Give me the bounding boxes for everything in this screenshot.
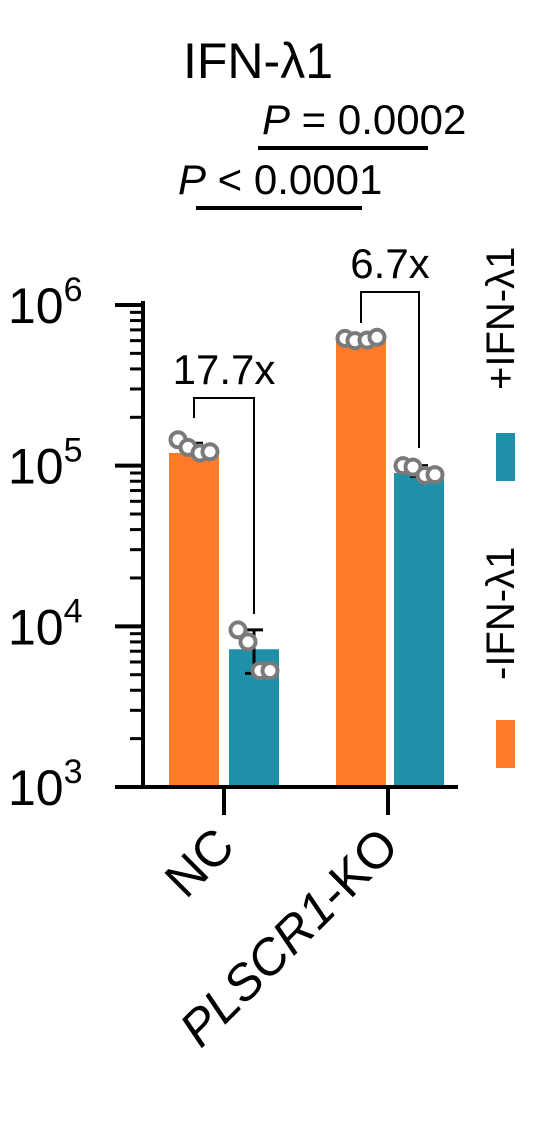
legend-swatch xyxy=(496,433,515,481)
p-value: = 0.0002 xyxy=(290,96,466,143)
x-category-label: NC xyxy=(154,817,245,908)
y-tick-exponent: 3 xyxy=(64,753,83,791)
legend: +IFN-λ1 -IFN-λ1 xyxy=(479,247,523,768)
y-tick-label: 105 xyxy=(8,432,83,495)
fold-change-label: 17.7x xyxy=(173,346,276,393)
chart-title: IFN-λ1 xyxy=(183,33,333,89)
bar-0-1 xyxy=(336,338,386,787)
y-tick-exponent: 4 xyxy=(64,592,83,630)
fold-change-label: 6.7x xyxy=(350,240,429,287)
data-point xyxy=(260,661,280,681)
bar-0-0 xyxy=(169,452,219,787)
y-tick-label: 103 xyxy=(8,753,83,816)
data-point xyxy=(200,442,220,462)
data-point xyxy=(228,620,248,640)
data-point xyxy=(238,632,258,652)
significance-label: P < 0.0001 xyxy=(178,156,382,203)
bar-1-1 xyxy=(394,473,444,787)
y-tick-base: 10 xyxy=(8,599,64,655)
x-category-label-gene: PLSCR1 xyxy=(169,880,346,1057)
fold-bracket xyxy=(360,291,420,448)
bars xyxy=(169,338,444,787)
legend-label: +IFN-λ1 xyxy=(479,247,523,390)
p-symbol: P xyxy=(262,96,290,143)
y-tick-exponent: 5 xyxy=(64,432,83,470)
y-tick-base: 10 xyxy=(8,760,64,816)
significance-label: P = 0.0002 xyxy=(262,96,466,143)
data-points xyxy=(168,327,445,681)
fold-change-annotations: 17.7x 6.7x xyxy=(173,240,430,614)
y-tick-base: 10 xyxy=(8,278,64,334)
y-tick-base: 10 xyxy=(8,439,64,495)
y-tick-label: 106 xyxy=(8,271,83,334)
data-point xyxy=(367,327,387,347)
legend-label: -IFN-λ1 xyxy=(479,547,523,680)
fold-bracket xyxy=(193,397,255,614)
data-point xyxy=(425,465,445,485)
y-tick-label: 104 xyxy=(8,592,83,655)
p-symbol: P xyxy=(178,156,206,203)
y-tick-exponent: 6 xyxy=(64,271,83,309)
p-value: < 0.0001 xyxy=(206,156,382,203)
legend-swatch xyxy=(496,720,515,768)
